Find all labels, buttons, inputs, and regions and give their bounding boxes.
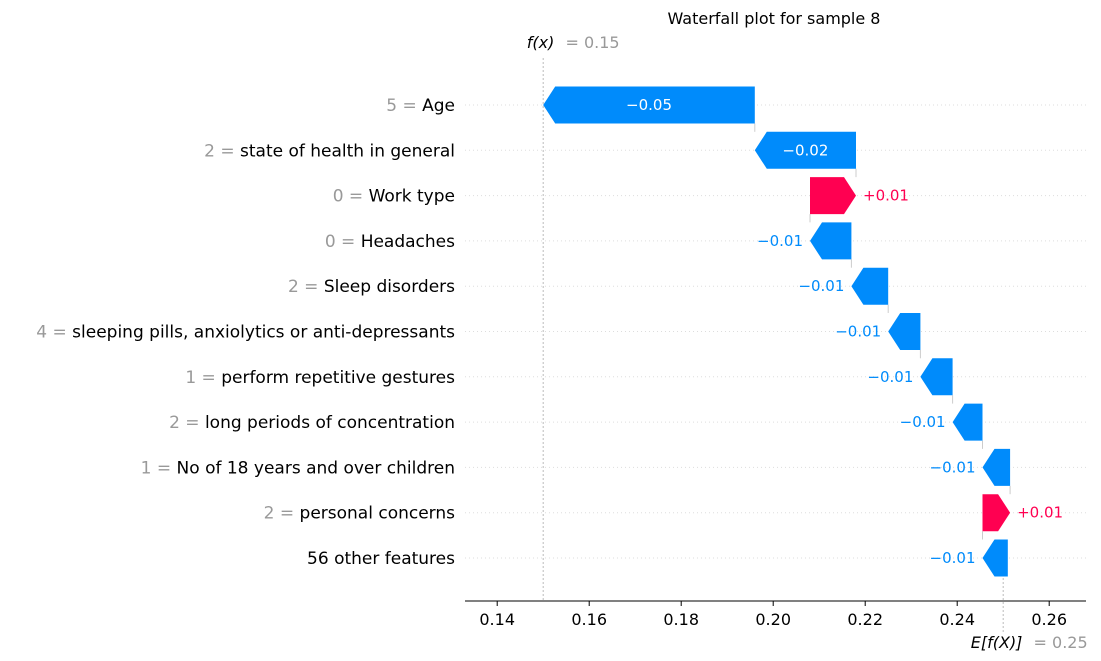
bar-label: −0.01 [900, 413, 946, 431]
bar [810, 222, 852, 260]
bar [851, 267, 889, 305]
feature-label: 0 = Headaches [325, 232, 455, 252]
feature-name: state of health in general [240, 141, 455, 161]
bar-label: −0.01 [757, 232, 803, 250]
feature-value: 0 = [325, 232, 361, 252]
feature-label: 2 = state of health in general [204, 141, 455, 161]
bar-labels: −0.05 −0.02 +0.01 −0.01 −0.01 −0.01 −0.01 −0.01… [626, 96, 1063, 567]
bar [754, 131, 856, 169]
feature-name: long periods of concentration [205, 413, 455, 433]
bar [920, 358, 953, 396]
bar-label: −0.01 [930, 549, 976, 567]
bar-label: −0.01 [930, 458, 976, 476]
bar-label: −0.01 [835, 323, 881, 341]
bar-label: −0.01 [798, 277, 844, 295]
feature-value: 2 = [169, 413, 205, 433]
bar-label: −0.05 [626, 96, 672, 114]
fx-label: f(x) [527, 33, 555, 52]
bar [982, 448, 1011, 486]
feature-value: 1 = [141, 458, 177, 478]
feature-label: 4 = sleeping pills, anxiolytics or anti-… [36, 323, 455, 343]
feature-labels: 5 = Age 2 = state of health in general 0 =… [36, 96, 455, 569]
bar [810, 177, 856, 215]
feature-label: 2 = personal concerns [264, 504, 455, 524]
feature-name: Work type [369, 187, 455, 207]
x-tick-label: 0.20 [755, 610, 791, 629]
feature-label: 1 = perform repetitive gestures [185, 368, 455, 388]
bars [543, 86, 1011, 577]
feature-label: 2 = Sleep disorders [288, 277, 455, 297]
feature-name: personal concerns [300, 504, 456, 524]
x-tick-label: 0.14 [479, 610, 515, 629]
feature-value: 0 = [333, 187, 369, 207]
efx-annotation: E[f(X)] = 0.25 [971, 633, 1088, 652]
bar [982, 539, 1008, 577]
row-gridlines [465, 104, 1086, 559]
feature-label: 5 = Age [386, 96, 455, 116]
efx-label: E[f(X)] [971, 633, 1023, 652]
x-tick-label: 0.22 [847, 610, 883, 629]
feature-value: 1 = [185, 368, 221, 388]
feature-value: 2 = [204, 141, 240, 161]
bar [982, 494, 1011, 532]
fx-value: = 0.15 [565, 33, 619, 52]
feature-value: 2 = [288, 277, 324, 297]
bar [543, 86, 755, 124]
bar [952, 403, 983, 441]
feature-label: 56 other features [307, 549, 455, 569]
bar-label: +0.01 [863, 187, 909, 205]
fx-annotation: f(x) = 0.15 [527, 33, 620, 52]
feature-name: sleeping pills, anxiolytics or anti-depr… [72, 323, 455, 343]
bar-connectors [754, 123, 1011, 540]
feature-value: 2 = [264, 504, 300, 524]
feature-value: 5 = [386, 96, 422, 116]
feature-name: No of 18 years and over children [177, 458, 455, 478]
bar-label: −0.02 [782, 141, 828, 159]
feature-name: 56 other features [307, 549, 455, 569]
feature-value: 4 = [36, 323, 72, 343]
bar-label: +0.01 [1017, 504, 1063, 522]
feature-label: 1 = No of 18 years and over children [141, 458, 455, 478]
feature-label: 2 = long periods of concentration [169, 413, 455, 433]
bar [888, 313, 921, 350]
x-tick-label: 0.18 [663, 610, 699, 629]
feature-name: Sleep disorders [324, 277, 455, 297]
bar-label: −0.01 [867, 368, 913, 386]
feature-name: perform repetitive gestures [221, 368, 455, 388]
feature-name: Age [422, 96, 455, 116]
x-tick-label: 0.16 [571, 610, 607, 629]
efx-value: = 0.25 [1034, 633, 1088, 652]
feature-label: 0 = Work type [333, 187, 455, 207]
x-tick-label: 0.24 [939, 610, 975, 629]
feature-name: Headaches [361, 232, 455, 252]
chart-title: Waterfall plot for sample 8 [668, 9, 881, 28]
x-tick-label: 0.26 [1031, 610, 1067, 629]
x-axis: 0.14 0.16 0.18 0.20 0.22 0.24 0.26 [465, 600, 1086, 629]
